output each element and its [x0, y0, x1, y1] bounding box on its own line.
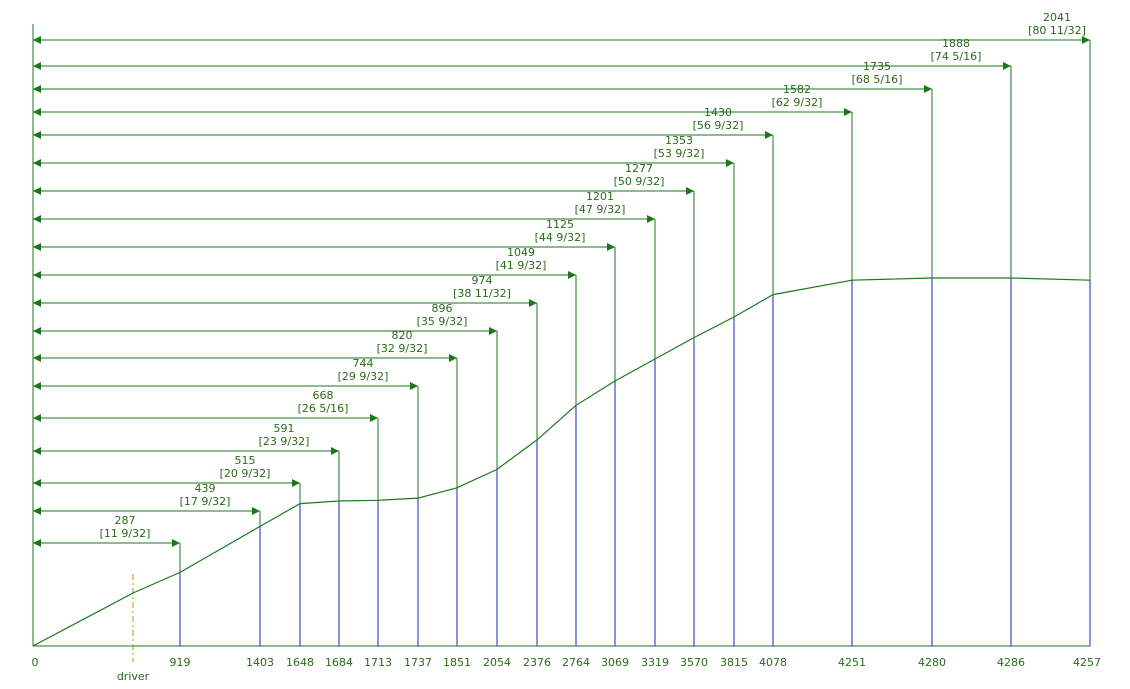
station-position-label: 1713	[364, 656, 392, 669]
driver-label: driver	[117, 670, 150, 683]
width-inch-label: [50 9/32]	[614, 175, 665, 188]
width-mm-label: 2041	[1043, 11, 1071, 24]
station-position-label: 2376	[523, 656, 551, 669]
width-inch-label: [29 9/32]	[338, 370, 389, 383]
width-inch-label: [32 9/32]	[377, 342, 428, 355]
station-position-label: 4078	[759, 656, 787, 669]
width-inch-label: [74 5/16]	[931, 50, 982, 63]
width-inch-label: [68 5/16]	[852, 73, 903, 86]
width-mm-label: 896	[432, 302, 453, 315]
station-position-label: 4251	[838, 656, 866, 669]
origin-label: 0	[32, 656, 39, 669]
width-mm-label: 668	[313, 389, 334, 402]
width-mm-label: 1201	[586, 190, 614, 203]
profile-curve	[32, 277, 1091, 647]
station-position-label: 2764	[562, 656, 590, 669]
width-mm-label: 1049	[507, 246, 535, 259]
width-inch-label: [47 9/32]	[575, 203, 626, 216]
width-mm-label: 515	[235, 454, 256, 467]
width-mm-label: 974	[472, 274, 493, 287]
width-mm-label: 1125	[546, 218, 574, 231]
width-mm-label: 1888	[942, 37, 970, 50]
width-mm-label: 1277	[625, 162, 653, 175]
width-inch-label: [17 9/32]	[180, 495, 231, 508]
stations: 287[11 9/32] 919 439[17 9/32] 1403 515[20 9/…	[33, 11, 1101, 669]
width-inch-label: [41 9/32]	[496, 259, 547, 272]
station-position-label: 3319	[641, 656, 669, 669]
width-mm-label: 439	[195, 482, 216, 495]
width-mm-label: 287	[115, 514, 136, 527]
width-inch-label: [44 9/32]	[535, 231, 586, 244]
width-inch-label: [53 9/32]	[654, 147, 705, 160]
station-position-label: 3570	[680, 656, 708, 669]
width-inch-label: [62 9/32]	[772, 96, 823, 109]
station-position-label: 1684	[325, 656, 353, 669]
station-position-label: 1648	[286, 656, 314, 669]
width-inch-label: [11 9/32]	[100, 527, 151, 540]
width-inch-label: [80 11/32]	[1028, 24, 1086, 37]
station-position-label: 3069	[601, 656, 629, 669]
width-mm-label: 744	[353, 357, 374, 370]
station-position-label: 4257	[1073, 656, 1101, 669]
width-inch-label: [38 11/32]	[453, 287, 511, 300]
width-inch-label: [35 9/32]	[417, 315, 468, 328]
width-mm-label: 591	[274, 422, 295, 435]
station-position-label: 919	[170, 656, 191, 669]
station-position-label: 4280	[918, 656, 946, 669]
width-inch-label: [56 9/32]	[693, 119, 744, 132]
width-inch-label: [20 9/32]	[220, 467, 271, 480]
width-inch-label: [26 5/16]	[298, 402, 349, 415]
station-position-label: 1403	[246, 656, 274, 669]
station-position-label: 3815	[720, 656, 748, 669]
width-mm-label: 1353	[665, 134, 693, 147]
width-inch-label: [23 9/32]	[259, 435, 310, 448]
station-position-label: 4286	[997, 656, 1025, 669]
station-position-label: 2054	[483, 656, 511, 669]
station-position-label: 1737	[404, 656, 432, 669]
station-position-label: 1851	[443, 656, 471, 669]
